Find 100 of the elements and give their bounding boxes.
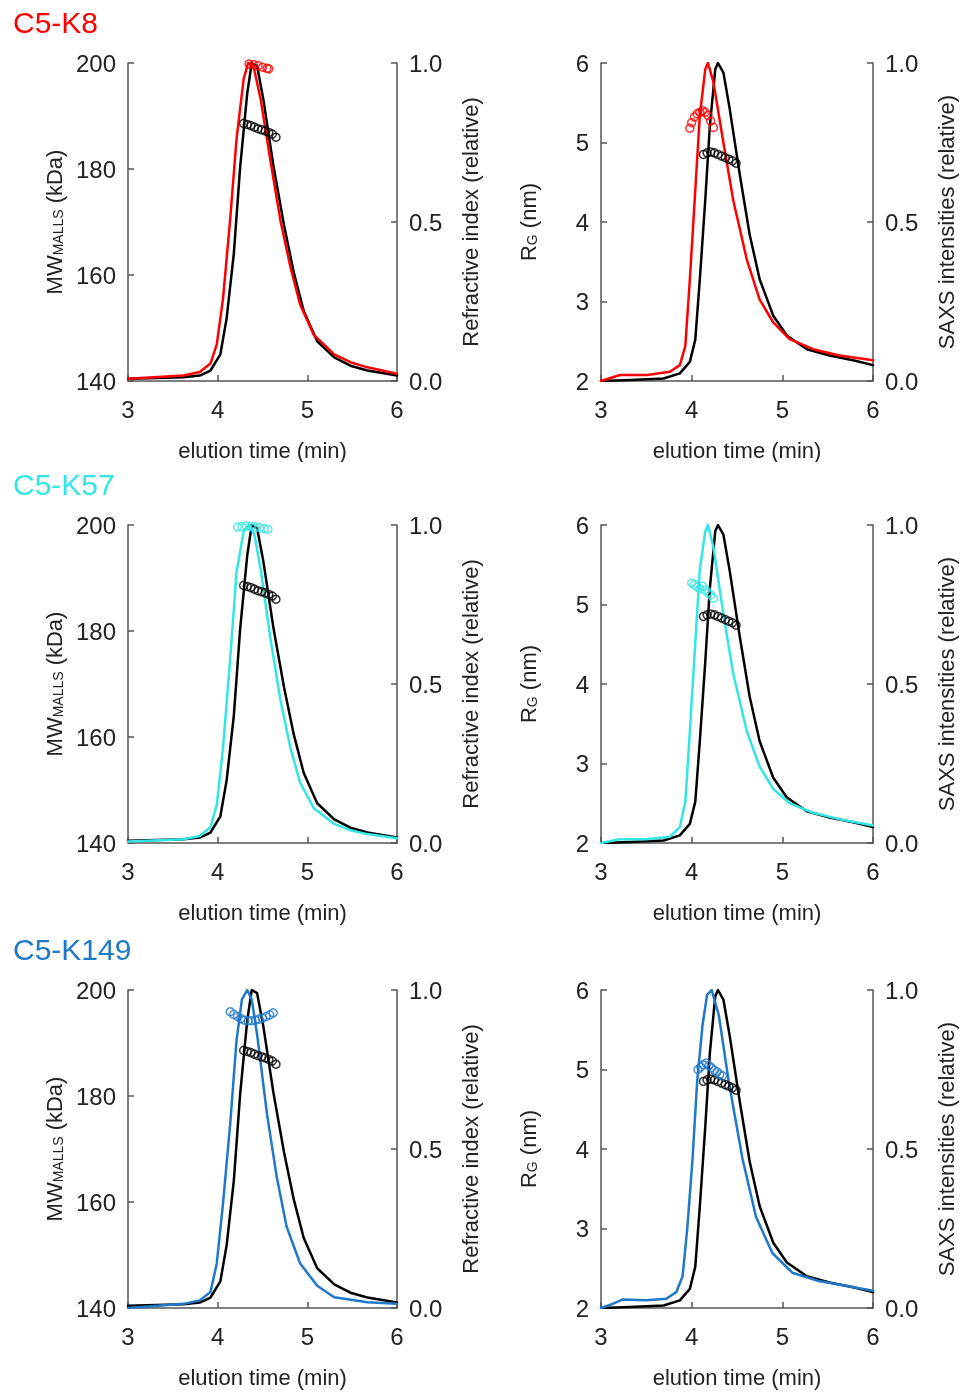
point [720,152,730,163]
point [260,1053,270,1063]
y2-axis-title: SAXS intensities (relative) [933,1021,959,1277]
x-tick-label: 4 [684,1322,699,1350]
point [271,1059,281,1069]
point [705,1074,716,1084]
y-tick-label: 5 [575,591,589,618]
point [260,126,270,136]
x-axis-title: elution time (min) [178,1364,347,1390]
point [225,1006,235,1017]
point [727,1083,738,1093]
y2-tick-label: 0.0 [885,367,919,395]
y-tick-label: 200 [75,49,116,77]
point [709,148,720,158]
chart-title: C5-K8 [13,5,99,39]
y2-axis-title: Refractive index (relative) [457,559,483,809]
point [238,1045,249,1056]
x-tick-label: 6 [866,395,880,423]
point [705,147,716,157]
y-axis-title: RG (nm) [515,182,541,262]
line-series [599,61,875,383]
y-tick-label: 6 [575,49,589,77]
x-tick-label: 4 [210,1322,225,1350]
point [702,1075,712,1085]
point [244,59,254,69]
point [264,127,274,138]
point [268,1008,279,1018]
y-tick-label: 4 [575,670,589,698]
y-axis-title: RG (nm) [515,1109,541,1189]
point [720,614,730,625]
point [264,589,274,600]
y-tick-label: 4 [575,1135,589,1163]
point [247,1015,257,1026]
point [238,118,249,129]
y-tick-label: 160 [75,723,116,751]
y2-tick-label: 0.0 [409,1294,443,1322]
y-tick-label: 200 [75,976,116,1004]
y-tick-label: 180 [75,155,116,183]
y-tick-label: 180 [75,1082,116,1110]
point [248,59,259,70]
point [243,1015,253,1026]
point [727,618,738,628]
point [246,1047,256,1058]
point [249,1049,260,1059]
x-tick-label: 5 [775,1322,790,1350]
point [271,594,281,604]
y-tick-label: 3 [575,1215,589,1242]
point [267,129,278,139]
point [713,1076,723,1087]
point [724,1081,734,1091]
x-tick-label: 3 [121,857,135,885]
y-tick-label: 140 [75,1294,116,1322]
y2-tick-label: 0.5 [885,1135,919,1163]
y2-tick-label: 0.0 [885,1294,919,1322]
y-tick-label: 140 [75,829,116,857]
x-tick-label: 3 [121,1322,135,1350]
point [253,123,263,134]
y-tick-label: 160 [75,261,116,289]
point [246,582,256,593]
y-tick-label: 5 [575,129,589,156]
y-tick-label: 3 [575,288,589,315]
point [724,154,734,164]
point [731,620,741,630]
x-tick-label: 3 [121,395,135,423]
x-tick-label: 6 [866,1322,880,1350]
y2-tick-label: 0.5 [409,670,443,698]
point [260,588,270,598]
y2-axis-title: SAXS intensities (relative) [933,94,959,350]
point [709,1075,720,1085]
x-tick-label: 3 [594,1322,608,1350]
y-tick-label: 6 [575,511,589,539]
point [716,1078,727,1088]
x-tick-label: 5 [300,857,315,885]
x-axis-title: elution time (min) [652,899,822,925]
x-tick-label: 6 [866,857,880,885]
point [256,125,267,135]
point [257,1013,268,1023]
point [731,158,741,168]
y2-tick-label: 0.5 [409,1135,443,1163]
point [263,524,273,534]
point [259,523,270,534]
point [705,609,716,619]
y-tick-label: 200 [75,511,116,539]
y-tick-label: 2 [575,1294,589,1322]
point [255,522,265,533]
point [708,122,719,133]
point [232,522,243,532]
point [685,123,695,133]
point [246,120,256,131]
x-tick-label: 3 [594,395,608,423]
y-tick-label: 180 [75,617,116,645]
point [242,581,253,592]
point [246,521,256,532]
point [702,148,712,158]
y-tick-label: 4 [575,208,589,236]
x-axis-title: elution time (min) [178,437,347,463]
y2-axis-title: SAXS intensities (relative) [933,556,959,812]
y2-tick-label: 1.0 [885,976,919,1004]
point [716,613,727,623]
point [229,1009,239,1020]
